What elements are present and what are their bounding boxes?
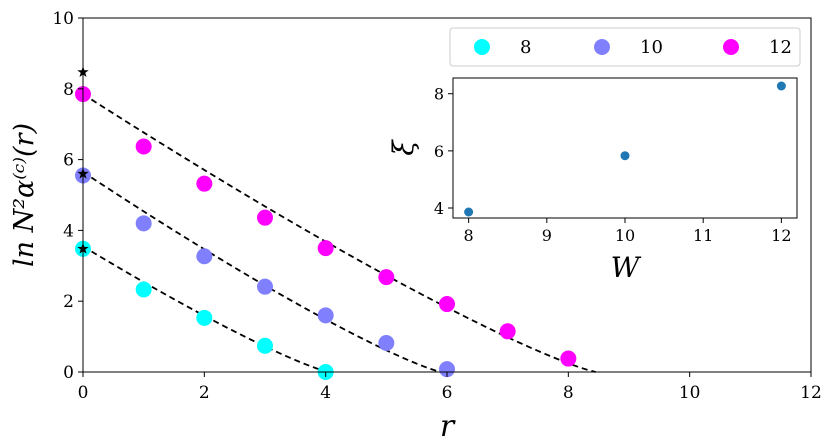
y-tick-label: 10 [52,9,74,29]
inset-x-tick-label: 9 [542,226,552,245]
data-point-12 [560,350,577,367]
fit-line-8 [82,245,329,373]
x-tick-label: 2 [199,383,210,403]
data-point-8 [135,281,152,298]
data-point-10 [317,307,334,324]
inset-data-points [464,81,786,217]
inset-axis-ticks: 8 9 10 11 12 4 6 8 [434,85,792,245]
data-points [75,86,577,380]
data-point-12 [196,175,213,192]
legend: 8 10 12 [449,27,801,67]
data-point-12 [499,323,516,340]
inset-y-tick-label: 8 [434,85,444,104]
y-tick-label: 0 [63,363,74,383]
inset-y-axis-label: ξ [387,139,420,156]
inset-data-point [464,207,474,217]
legend-label-10: 10 [640,37,663,58]
data-point-12 [439,296,455,313]
inset-x-tick-label: 12 [771,226,791,245]
y-tick-label: 2 [63,292,74,312]
inset-x-tick-label: 10 [615,226,635,245]
inset-data-point [620,151,630,161]
inset-background [453,78,797,218]
main-axis-ticks: 0 2 4 6 8 10 12 0 2 4 6 8 10 [52,9,821,403]
x-tick-label: 12 [800,383,822,403]
legend-marker-8 [474,39,490,55]
data-point-8 [257,337,273,354]
y-tick-label: 8 [63,80,74,100]
data-point-10 [439,361,455,378]
inset-x-tick-label: 11 [693,226,713,245]
data-point-10 [378,334,395,351]
inset-chart: 8 9 10 11 12 4 6 8 W ξ [387,77,798,284]
legend-marker-10 [594,39,610,55]
data-point-12 [135,138,152,155]
data-point-8 [196,309,213,326]
data-point-12 [317,240,334,257]
inset-y-tick-label: 4 [434,199,444,218]
x-tick-label: 10 [679,383,701,403]
x-tick-label: 6 [442,383,453,403]
data-point-10 [196,248,213,265]
x-tick-label: 4 [320,383,331,403]
inset-x-axis-label: W [611,251,642,284]
x-axis-label: r [440,409,456,444]
legend-box [449,27,801,67]
inset-x-tick-label: 8 [464,226,474,245]
data-point-10 [135,215,152,232]
legend-label-12: 12 [769,37,792,58]
data-point-12 [257,209,273,226]
legend-marker-12 [723,39,739,55]
data-point-12 [378,269,395,286]
inset-y-tick-label: 6 [434,142,444,161]
y-axis-label: ln N²α⁽ᶜ⁾(r) [9,123,40,267]
y-tick-label: 4 [63,221,74,241]
y-tick-label: 6 [63,151,74,171]
data-point-10 [257,278,273,295]
x-tick-label: 8 [563,383,574,403]
inset-data-point [776,81,786,91]
legend-label-8: 8 [520,37,531,58]
x-tick-label: 0 [78,383,89,403]
